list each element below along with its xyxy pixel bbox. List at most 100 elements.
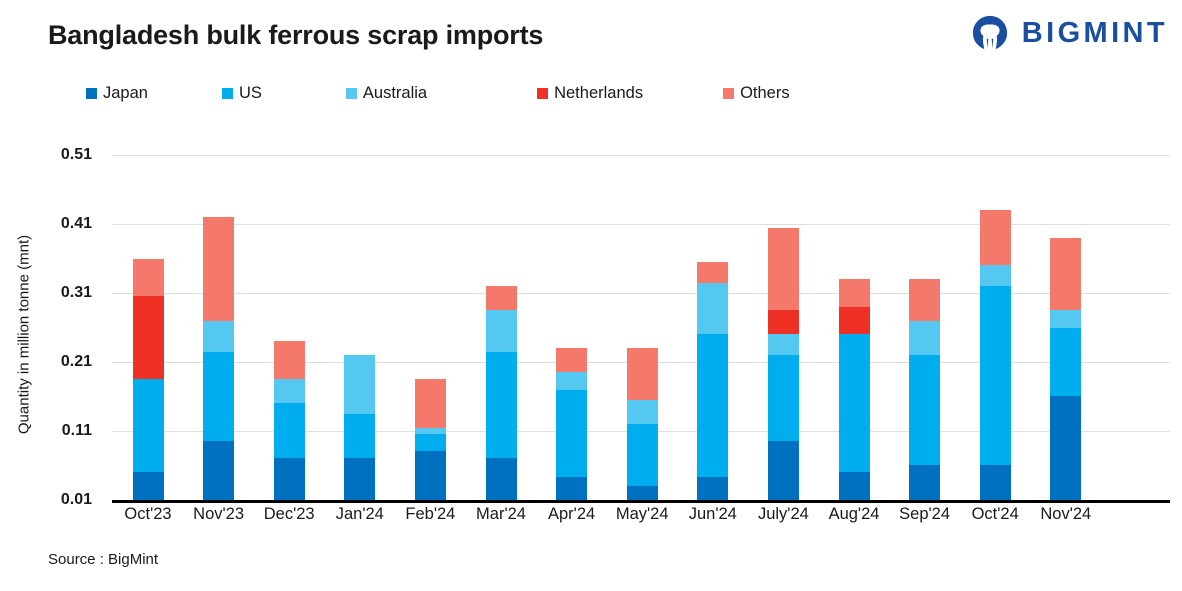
bar-segment-australia[interactable] [979,265,1011,287]
bar-segment-us[interactable] [767,355,799,441]
y-tick-label: 0.11 [61,422,92,439]
y-tick-label: 0.31 [60,284,92,301]
bar-segment-australia[interactable] [414,427,446,435]
legend-swatch-icon [537,88,549,99]
bar-segment-netherlands[interactable] [767,310,799,335]
bar-column[interactable] [485,286,517,500]
bar-segment-others[interactable] [132,258,164,297]
y-tick-label: 0.21 [60,353,92,370]
bar-segment-others[interactable] [414,379,446,428]
x-tick-label: Apr'24 [548,505,596,523]
bar-segment-japan[interactable] [556,476,588,500]
legend-label: Others [740,84,790,102]
bar-segment-australia[interactable] [1050,310,1082,328]
bar-segment-japan[interactable] [979,464,1011,500]
bar-column[interactable] [979,210,1011,500]
bar-segment-australia[interactable] [344,355,376,414]
legend-item-us[interactable]: US [221,84,262,103]
bar-segment-others[interactable] [556,348,588,373]
bar-segment-australia[interactable] [485,310,517,352]
bar-segment-australia[interactable] [909,320,941,356]
bar-segment-others[interactable] [485,286,517,311]
bar-segment-japan[interactable] [1050,395,1082,500]
bar-segment-others[interactable] [273,341,305,380]
bar-segment-australia[interactable] [203,320,235,352]
bar-segment-netherlands[interactable] [838,306,870,335]
bar-segment-japan[interactable] [909,464,941,500]
x-tick-label: Mar'24 [476,505,526,523]
bar-segment-us[interactable] [414,434,446,452]
bar-segment-others[interactable] [697,261,729,283]
bar-segment-us[interactable] [132,379,164,472]
bar-column[interactable] [556,348,588,500]
bar-segment-japan[interactable] [273,457,305,500]
legend-item-others[interactable]: Others [723,84,790,103]
bar-segment-others[interactable] [909,279,941,321]
legend-item-australia[interactable]: Australia [345,84,428,103]
bar-segment-others[interactable] [767,227,799,311]
gridline [112,224,1170,225]
chart-plot-area: Quantity in million tonne (mnt) 0.01 0.11… [0,140,1182,540]
bar-segment-us[interactable] [485,351,517,458]
bar-segment-us[interactable] [838,334,870,472]
brand-logo: BIGMINT [971,14,1168,52]
bar-segment-australia[interactable] [767,334,799,356]
bar-column[interactable] [203,217,235,500]
bar-column[interactable] [697,261,729,500]
legend-item-netherlands[interactable]: Netherlands [537,84,643,103]
bar-segment-japan[interactable] [626,485,658,500]
x-axis-labels: Oct'23 Nov'23 Dec'23 Jan'24 Feb'24 Mar'24 Apr'… [112,140,1170,540]
bar-segment-others[interactable] [838,279,870,307]
bars-layer [112,140,1170,540]
bar-column[interactable] [344,355,376,500]
bar-segment-us[interactable] [697,334,729,477]
bar-segment-australia[interactable] [626,399,658,425]
y-tick-label: 0.41 [60,215,92,232]
legend-item-japan[interactable]: Japan [86,84,148,103]
bar-segment-japan[interactable] [344,457,376,500]
bar-segment-japan[interactable] [838,471,870,500]
bar-column[interactable] [909,279,941,500]
bar-segment-us[interactable] [556,389,588,477]
bar-column[interactable] [132,258,164,500]
bar-column[interactable] [414,379,446,500]
bar-segment-us[interactable] [626,424,658,486]
bar-segment-us[interactable] [273,403,305,458]
bar-segment-australia[interactable] [273,379,305,404]
x-tick-label: Jan'24 [335,505,384,523]
bar-segment-others[interactable] [979,210,1011,266]
bar-column[interactable] [838,279,870,500]
x-tick-label: July'24 [757,505,809,523]
legend-label: Australia [362,84,428,102]
bar-segment-japan[interactable] [414,451,446,500]
legend-label: Netherlands [554,84,644,102]
bar-segment-us[interactable] [979,286,1011,465]
bar-column[interactable] [1050,237,1082,500]
gridline [112,155,1170,156]
bar-segment-us[interactable] [344,413,376,458]
x-tick-label: Feb'24 [405,505,456,523]
bar-segment-japan[interactable] [132,471,164,500]
bar-segment-others[interactable] [203,217,235,321]
bar-segment-us[interactable] [1050,327,1082,396]
page-title: Bangladesh bulk ferrous scrap imports [48,20,544,50]
legend-swatch-icon [345,88,357,99]
bar-segment-australia[interactable] [697,282,729,335]
x-tick-label: Nov'23 [193,505,245,523]
x-tick-label: Jun'24 [688,505,737,523]
bar-segment-others[interactable] [626,348,658,400]
bar-segment-japan[interactable] [697,476,729,500]
bar-column[interactable] [626,348,658,500]
source-note: Source : BigMint [48,551,159,568]
bar-column[interactable] [273,341,305,500]
bar-segment-japan[interactable] [767,440,799,500]
bar-segment-us[interactable] [203,351,235,441]
bar-segment-japan[interactable] [203,440,235,500]
gridline [112,293,1170,294]
bar-column[interactable] [767,227,799,500]
bar-segment-japan[interactable] [485,457,517,500]
bar-segment-others[interactable] [1050,237,1082,311]
bar-segment-australia[interactable] [556,372,588,390]
bar-segment-us[interactable] [909,355,941,465]
bar-segment-netherlands[interactable] [132,296,164,380]
